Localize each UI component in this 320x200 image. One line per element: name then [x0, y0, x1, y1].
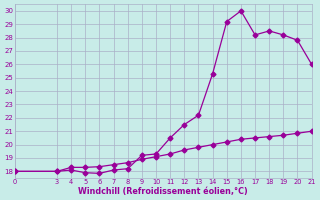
X-axis label: Windchill (Refroidissement éolien,°C): Windchill (Refroidissement éolien,°C) — [78, 187, 248, 196]
